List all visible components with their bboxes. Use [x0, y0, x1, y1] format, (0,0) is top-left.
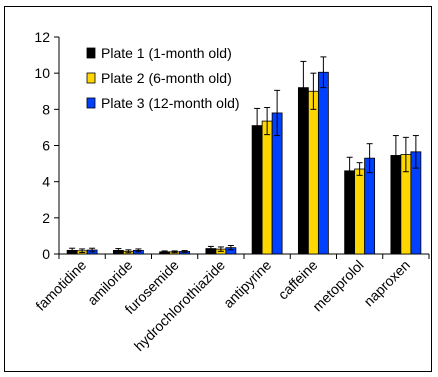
bar	[251, 125, 263, 255]
y-tick-label: 12	[34, 29, 50, 45]
x-tick-label: metoprolol	[309, 257, 367, 315]
x-tick-label: naproxen	[360, 257, 413, 310]
bar	[261, 120, 273, 255]
legend-label: Plate 3 (12-month old)	[101, 95, 240, 111]
legend-swatch	[86, 47, 96, 59]
x-tick-labels: famotidineamiloridefurosemidehydrochloro…	[32, 257, 413, 354]
bar-chart: 0 2 4 6 8 10 12 famotidineamiloridefurosemideh…	[32, 29, 430, 354]
legend-label: Plate 1 (1-month old)	[101, 45, 232, 61]
bar	[317, 71, 329, 255]
bar	[307, 90, 319, 255]
y-tick-label: 2	[42, 210, 50, 226]
x-tick-label: hydrochlorothiazide	[131, 257, 228, 354]
bars	[66, 71, 422, 255]
error-bars	[69, 56, 419, 254]
y-tick-label: 6	[42, 138, 50, 154]
chart-frame: 0 2 4 6 8 10 12 famotidine amiloride furosemide h…	[4, 6, 432, 372]
x-tick-label: famotidine	[32, 257, 89, 314]
x-tick-label: antipyrine	[220, 257, 274, 311]
y-tick-label: 0	[42, 246, 50, 262]
x-tick-label: caffeine	[275, 257, 321, 303]
y-tick-labels: 0 2 4 6 8 10 12	[34, 29, 50, 262]
legend-swatch	[86, 72, 96, 84]
legend-swatch	[86, 97, 96, 109]
legend: Plate 1 (1-month old) Plate 2 (6-month ol…	[86, 45, 240, 111]
y-tick-label: 10	[34, 65, 50, 81]
y-tick-label: 8	[42, 101, 50, 117]
legend-label: Plate 2 (6-month old)	[101, 70, 232, 86]
y-tick-label: 4	[42, 174, 50, 190]
bar	[354, 168, 366, 255]
